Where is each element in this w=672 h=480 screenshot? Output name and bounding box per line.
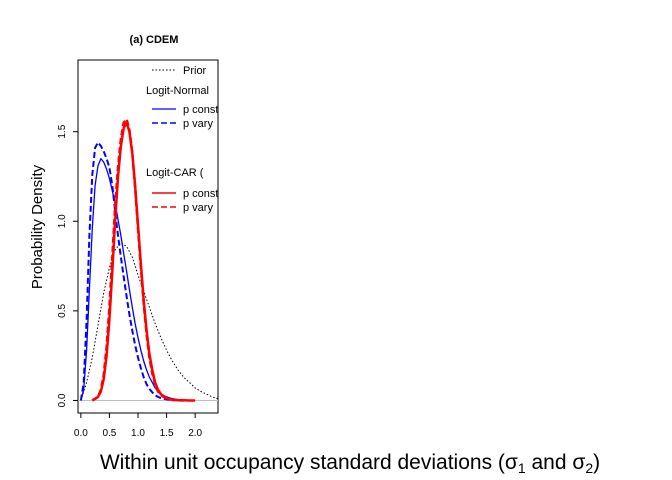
legend-label-prior: Prior [183,65,207,77]
sigma-2-subscript: 2 [585,460,594,476]
legend-label-car_const: p constant [183,188,234,200]
legend-heading: Logit-Normal [146,85,209,97]
x-axis-label-suffix: ) [593,451,601,474]
legend-label-ln_vary: p vary [183,118,213,130]
series-line-prior [80,242,218,401]
legend: Prior Logit-Normal p constant p vary Logit-C… [146,65,234,214]
y-tick-label: 0.5 [57,303,68,317]
y-axis: 0.0 0.5 1.0 1.5 [57,124,78,407]
chart-title: (a) CDEM [130,34,179,46]
x-tick-label: 0.0 [74,428,88,439]
x-tick-label: 1.0 [131,428,145,439]
x-axis: 0.0 0.5 1.0 1.5 2.0 [74,413,203,439]
x-tick-label: 0.5 [102,428,116,439]
sigma-1-symbol: σ [504,451,518,474]
x-tick-label: 1.5 [160,428,174,439]
legend-label-car_vary: p vary [183,202,213,214]
x-axis-label-prefix: Within unit occupancy standard deviation… [99,451,505,474]
legend-heading: Logit-CAR ( [146,167,204,179]
y-tick-label: 1.0 [57,214,68,228]
legend-label-ln_const: p constant [183,104,234,116]
y-tick-label: 1.5 [57,124,68,138]
sigma-2-symbol: σ [572,451,586,474]
plot-frame [77,59,219,414]
x-axis-label-mid: and [525,451,573,474]
sigma-1-subscript: 1 [517,460,526,476]
series-layer [79,117,218,402]
series-line-ln_vary [79,141,179,402]
x-tick-label: 2.0 [188,428,202,439]
y-tick-label: 0.0 [57,393,68,407]
x-axis-label: Within unit occupancy standard deviation… [0,451,672,476]
y-axis-label: Probability Density [29,164,46,289]
series-line-car_vary [91,117,184,402]
